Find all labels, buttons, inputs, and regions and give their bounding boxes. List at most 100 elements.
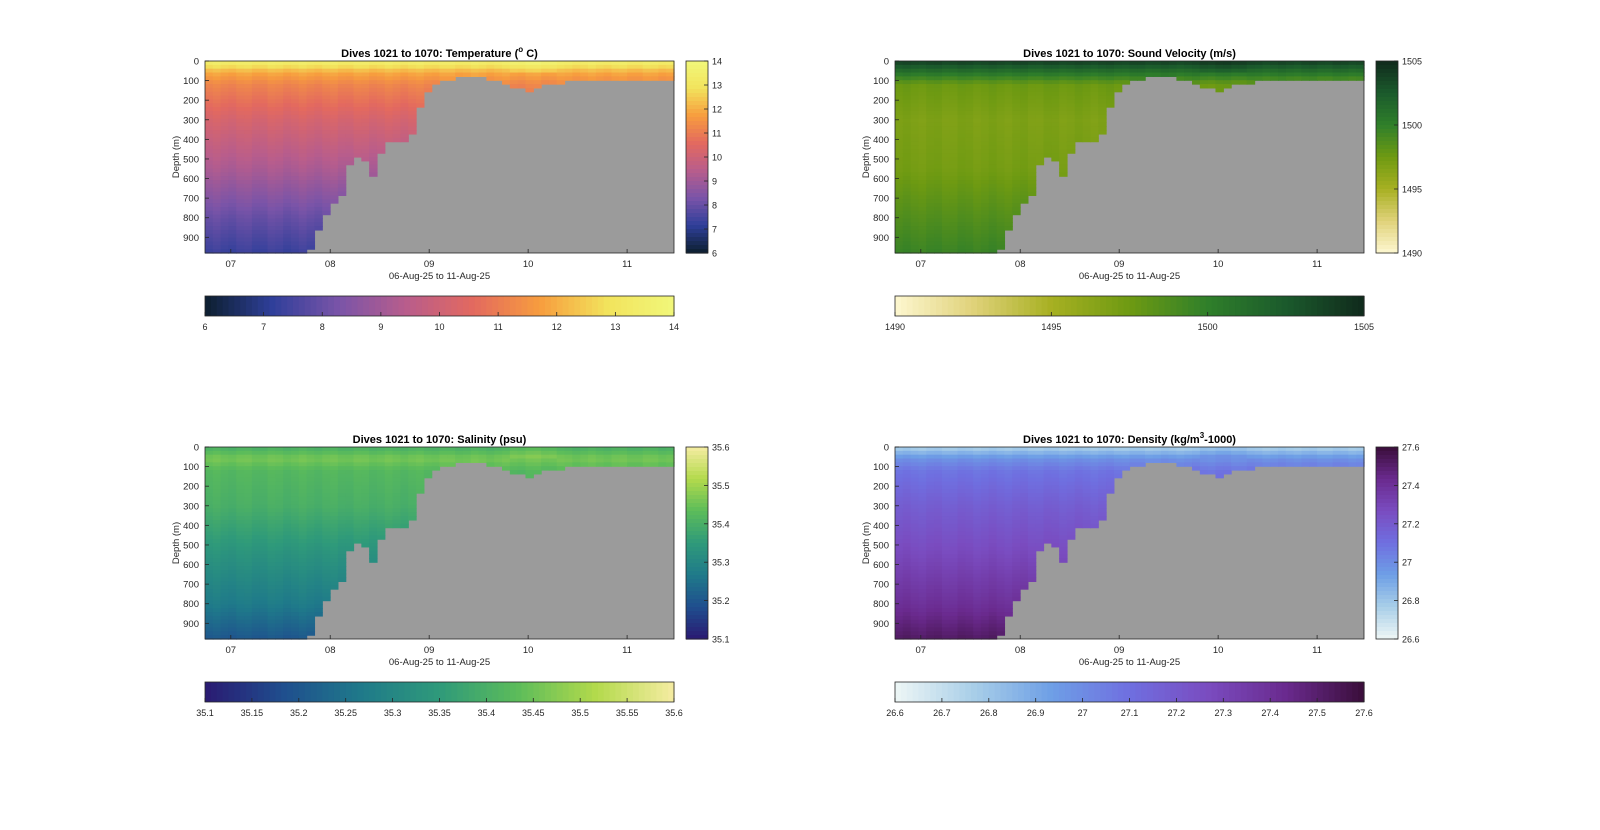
heatmap-cell	[1066, 99, 1076, 104]
heatmap-cell	[408, 489, 417, 494]
heatmap-cell	[244, 114, 253, 120]
heatmap-cell	[283, 164, 292, 170]
heatmap-cell	[1059, 84, 1068, 89]
heatmap-cell	[996, 103, 1006, 108]
heatmap-cell	[306, 608, 316, 613]
heatmap-cell	[322, 118, 331, 124]
heatmap-cell	[205, 466, 214, 471]
heatmap-cell	[244, 133, 253, 139]
heatmap-cell	[556, 80, 566, 85]
heatmap-cell	[314, 84, 323, 89]
colorbar-segment	[686, 463, 708, 468]
heatmap-cell	[634, 61, 644, 66]
heatmap-cell	[376, 508, 386, 513]
heatmap-cell	[1012, 157, 1021, 162]
heatmap-cell	[949, 114, 959, 120]
heatmap-cell	[205, 237, 214, 243]
heatmap-cell	[980, 122, 990, 127]
heatmap-cell	[1098, 114, 1107, 120]
heatmap-cell	[283, 222, 292, 227]
colorbar-tick-label: 35.5	[571, 708, 589, 718]
heatmap-cell	[965, 199, 974, 204]
heatmap-cell	[957, 500, 966, 506]
heatmap-cell	[244, 176, 253, 181]
heatmap-cell	[275, 218, 284, 223]
heatmap-cell	[941, 160, 951, 166]
colorbar-tick-label: 9	[712, 177, 717, 187]
heatmap-cell	[926, 195, 935, 200]
heatmap-cell	[314, 76, 323, 81]
heatmap-cell	[1059, 64, 1068, 70]
heatmap-cell	[423, 450, 433, 456]
heatmap-cell	[212, 141, 222, 147]
colorbar-segment	[445, 682, 452, 702]
heatmap-cell	[212, 615, 222, 621]
colorbar-segment	[686, 487, 708, 492]
colorbar-tick-label: 6	[712, 249, 717, 259]
heatmap-cell	[275, 450, 284, 456]
heatmap-cell	[1082, 137, 1092, 143]
heatmap-cell	[244, 68, 253, 74]
heatmap-cell	[910, 87, 920, 93]
heatmap-cell	[926, 210, 935, 216]
heatmap-cell	[244, 535, 253, 540]
heatmap-cell	[322, 87, 331, 93]
heatmap-cell	[988, 91, 998, 97]
heatmap-cell	[205, 157, 214, 162]
heatmap-cell	[205, 141, 214, 147]
heatmap-cell	[228, 203, 237, 208]
heatmap-cell	[236, 172, 245, 177]
colorbar-segment	[924, 296, 931, 316]
heatmap-cell	[965, 466, 974, 471]
heatmap-cell	[369, 141, 378, 147]
heatmap-cell	[965, 133, 974, 139]
heatmap-cell	[957, 496, 966, 502]
heatmap-cell	[1098, 126, 1107, 131]
colorbar-segment	[906, 296, 914, 316]
colorbar-segment	[686, 237, 708, 242]
colorbar-segment	[287, 296, 294, 316]
heatmap-cell	[361, 489, 370, 494]
heatmap-cell	[980, 103, 990, 108]
heatmap-cell	[205, 462, 214, 467]
colorbar-segment	[1018, 296, 1025, 316]
heatmap-cell	[525, 473, 534, 479]
heatmap-cell	[941, 191, 951, 196]
heatmap-cell	[212, 592, 222, 598]
colorbar-segment	[686, 73, 708, 78]
heatmap-cell	[910, 110, 920, 116]
heatmap-cell	[926, 99, 935, 104]
heatmap-cell	[228, 180, 237, 185]
heatmap-cell	[1059, 130, 1068, 135]
heatmap-cell	[1192, 61, 1201, 66]
heatmap-cells	[205, 447, 675, 640]
heatmap-cell	[580, 72, 589, 77]
heatmap-cell	[902, 531, 912, 536]
heatmap-cell	[290, 68, 300, 74]
heatmap-cell	[220, 627, 230, 632]
heatmap-cell	[1090, 110, 1099, 116]
colorbar-segment	[686, 623, 708, 628]
heatmap-cell	[384, 454, 394, 460]
heatmap-cell	[236, 95, 245, 100]
heatmap-cell	[369, 447, 378, 452]
heatmap-cell	[949, 133, 959, 139]
heatmap-cell	[918, 87, 927, 93]
heatmap-cell	[392, 485, 402, 490]
heatmap-cell	[934, 187, 943, 193]
heatmap-cell	[941, 519, 951, 525]
heatmap-cell	[212, 485, 222, 490]
heatmap-cell	[973, 149, 982, 154]
heatmap-cell	[267, 527, 276, 533]
heatmap-cell	[973, 191, 982, 196]
heatmap-cell	[1051, 84, 1060, 89]
heatmap-cell	[895, 149, 904, 154]
heatmap-cell	[408, 473, 417, 479]
colorbar-segment	[686, 197, 708, 202]
heatmap-cell	[517, 76, 527, 81]
heatmap-cell	[996, 64, 1006, 70]
heatmap-cell	[996, 218, 1006, 223]
heatmap-cell	[369, 477, 378, 483]
heatmap-cell	[306, 99, 316, 104]
heatmap-cell	[244, 462, 253, 467]
